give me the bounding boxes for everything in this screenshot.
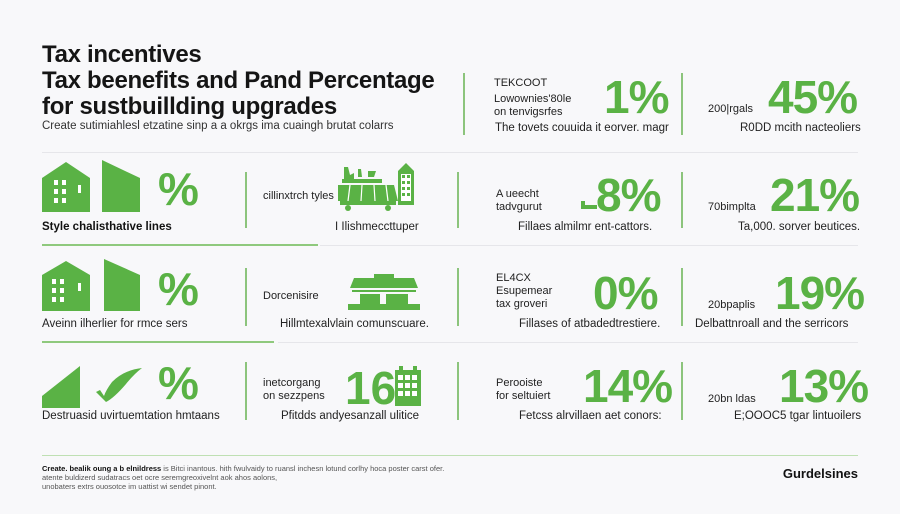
card-label: 20bn ldas — [708, 393, 756, 405]
card-label: A ueecht tadvgurut — [496, 188, 542, 213]
divider — [457, 172, 459, 228]
percent-glyph: % — [158, 263, 199, 315]
mid-caption: Pfitdds andyesanzall ulitice — [281, 410, 420, 422]
divider — [245, 362, 247, 420]
footer-divider — [42, 455, 858, 456]
card-caption: The tovets couuida it eorver. magr — [495, 122, 669, 134]
leaf-check-icon — [42, 366, 142, 417]
row-divider-accent — [42, 341, 274, 343]
row-divider — [320, 245, 858, 246]
divider — [457, 362, 459, 420]
mid-label: inetcorgang on sezzpens — [263, 377, 325, 402]
mid-label: Dorcenisire — [263, 290, 319, 302]
card-caption: Fillases of atbadedtrestiere. — [519, 318, 661, 330]
card-caption: Delbattnroall and the serricors — [695, 318, 849, 330]
row-divider — [278, 342, 858, 343]
card-label: Perooiste for seltuiert — [496, 377, 551, 402]
stat-value: 13% — [779, 360, 869, 412]
stat-value: 21% — [770, 169, 860, 221]
mid-caption: I Ilishmeccttuper — [335, 221, 419, 233]
card-label: TEKCOOT Lowownies'80le on tenvigsrfes — [494, 77, 572, 118]
row-caption: Style chalisthative lines — [42, 221, 172, 233]
guidelines-label: Gurdelsines — [782, 466, 858, 481]
stat-value: 16 — [345, 362, 397, 414]
solar-panel-building-icon — [336, 161, 418, 220]
row-divider — [42, 152, 858, 153]
title-line-3: for sustbuillding upgrades — [42, 93, 337, 120]
stat-value: 19% — [775, 267, 865, 319]
stat-value: 45% — [768, 71, 858, 123]
card-label: EL4CX Esupemear tax groveri — [496, 272, 553, 310]
divider — [463, 73, 465, 135]
stat-value: 14% — [583, 360, 673, 412]
mid-label: cillinxtrch tyles — [263, 190, 334, 202]
card-caption: Ta,000. sorver beutices. — [738, 221, 861, 233]
card-label: 200|rgals — [708, 103, 754, 115]
stat-value: 1% — [604, 71, 669, 123]
stat-value: 8% — [596, 169, 661, 221]
divider — [457, 268, 459, 326]
page-subtitle: Create sutimiahlesl etzatine sinp a a ok… — [42, 120, 394, 132]
footer-lead: Create. bealik oung a b elnildress — [42, 464, 162, 473]
divider — [245, 268, 247, 326]
stat-value: 0% — [593, 267, 658, 319]
roof-house-icon — [348, 274, 420, 319]
footer-note: Create. bealik oung a b elnildress is Bi… — [42, 464, 445, 491]
divider — [681, 268, 683, 326]
card-label: 70bimplta — [708, 201, 756, 213]
card-caption: E;OOOC5 tgar lintuoilers — [734, 410, 862, 422]
title-line-2: Tax beenefits and Pand Percentage — [42, 67, 435, 94]
building-icon — [42, 259, 142, 318]
title-line-1: Tax incentives — [42, 41, 202, 68]
calendar-grid-icon — [395, 366, 421, 411]
card-label: 20bpaplis — [708, 299, 756, 311]
percent-glyph: % — [158, 357, 199, 409]
divider — [245, 172, 247, 228]
row-divider-accent — [42, 244, 318, 246]
divider — [681, 172, 683, 228]
building-icon — [42, 160, 142, 219]
percent-glyph: % — [158, 163, 199, 215]
row-caption: Aveinn ilherlier for rmce sers — [42, 318, 188, 330]
divider — [681, 362, 683, 420]
card-caption: Fillaes almilmr ent-cattors. — [518, 221, 653, 233]
row-caption: Destruasid uvirtuemtation hmtaans — [42, 410, 220, 422]
card-caption: R0DD mcith nacteoliers — [740, 122, 861, 134]
card-caption: Fetcss alrvillaen aet conors: — [519, 410, 662, 422]
divider — [681, 73, 683, 135]
bracket-mark — [581, 201, 597, 209]
mid-caption: Hillmtexalvlain comunscuare. — [280, 318, 429, 330]
page-title: Tax incentives Tax beenefits and Pand Pe… — [42, 41, 435, 120]
